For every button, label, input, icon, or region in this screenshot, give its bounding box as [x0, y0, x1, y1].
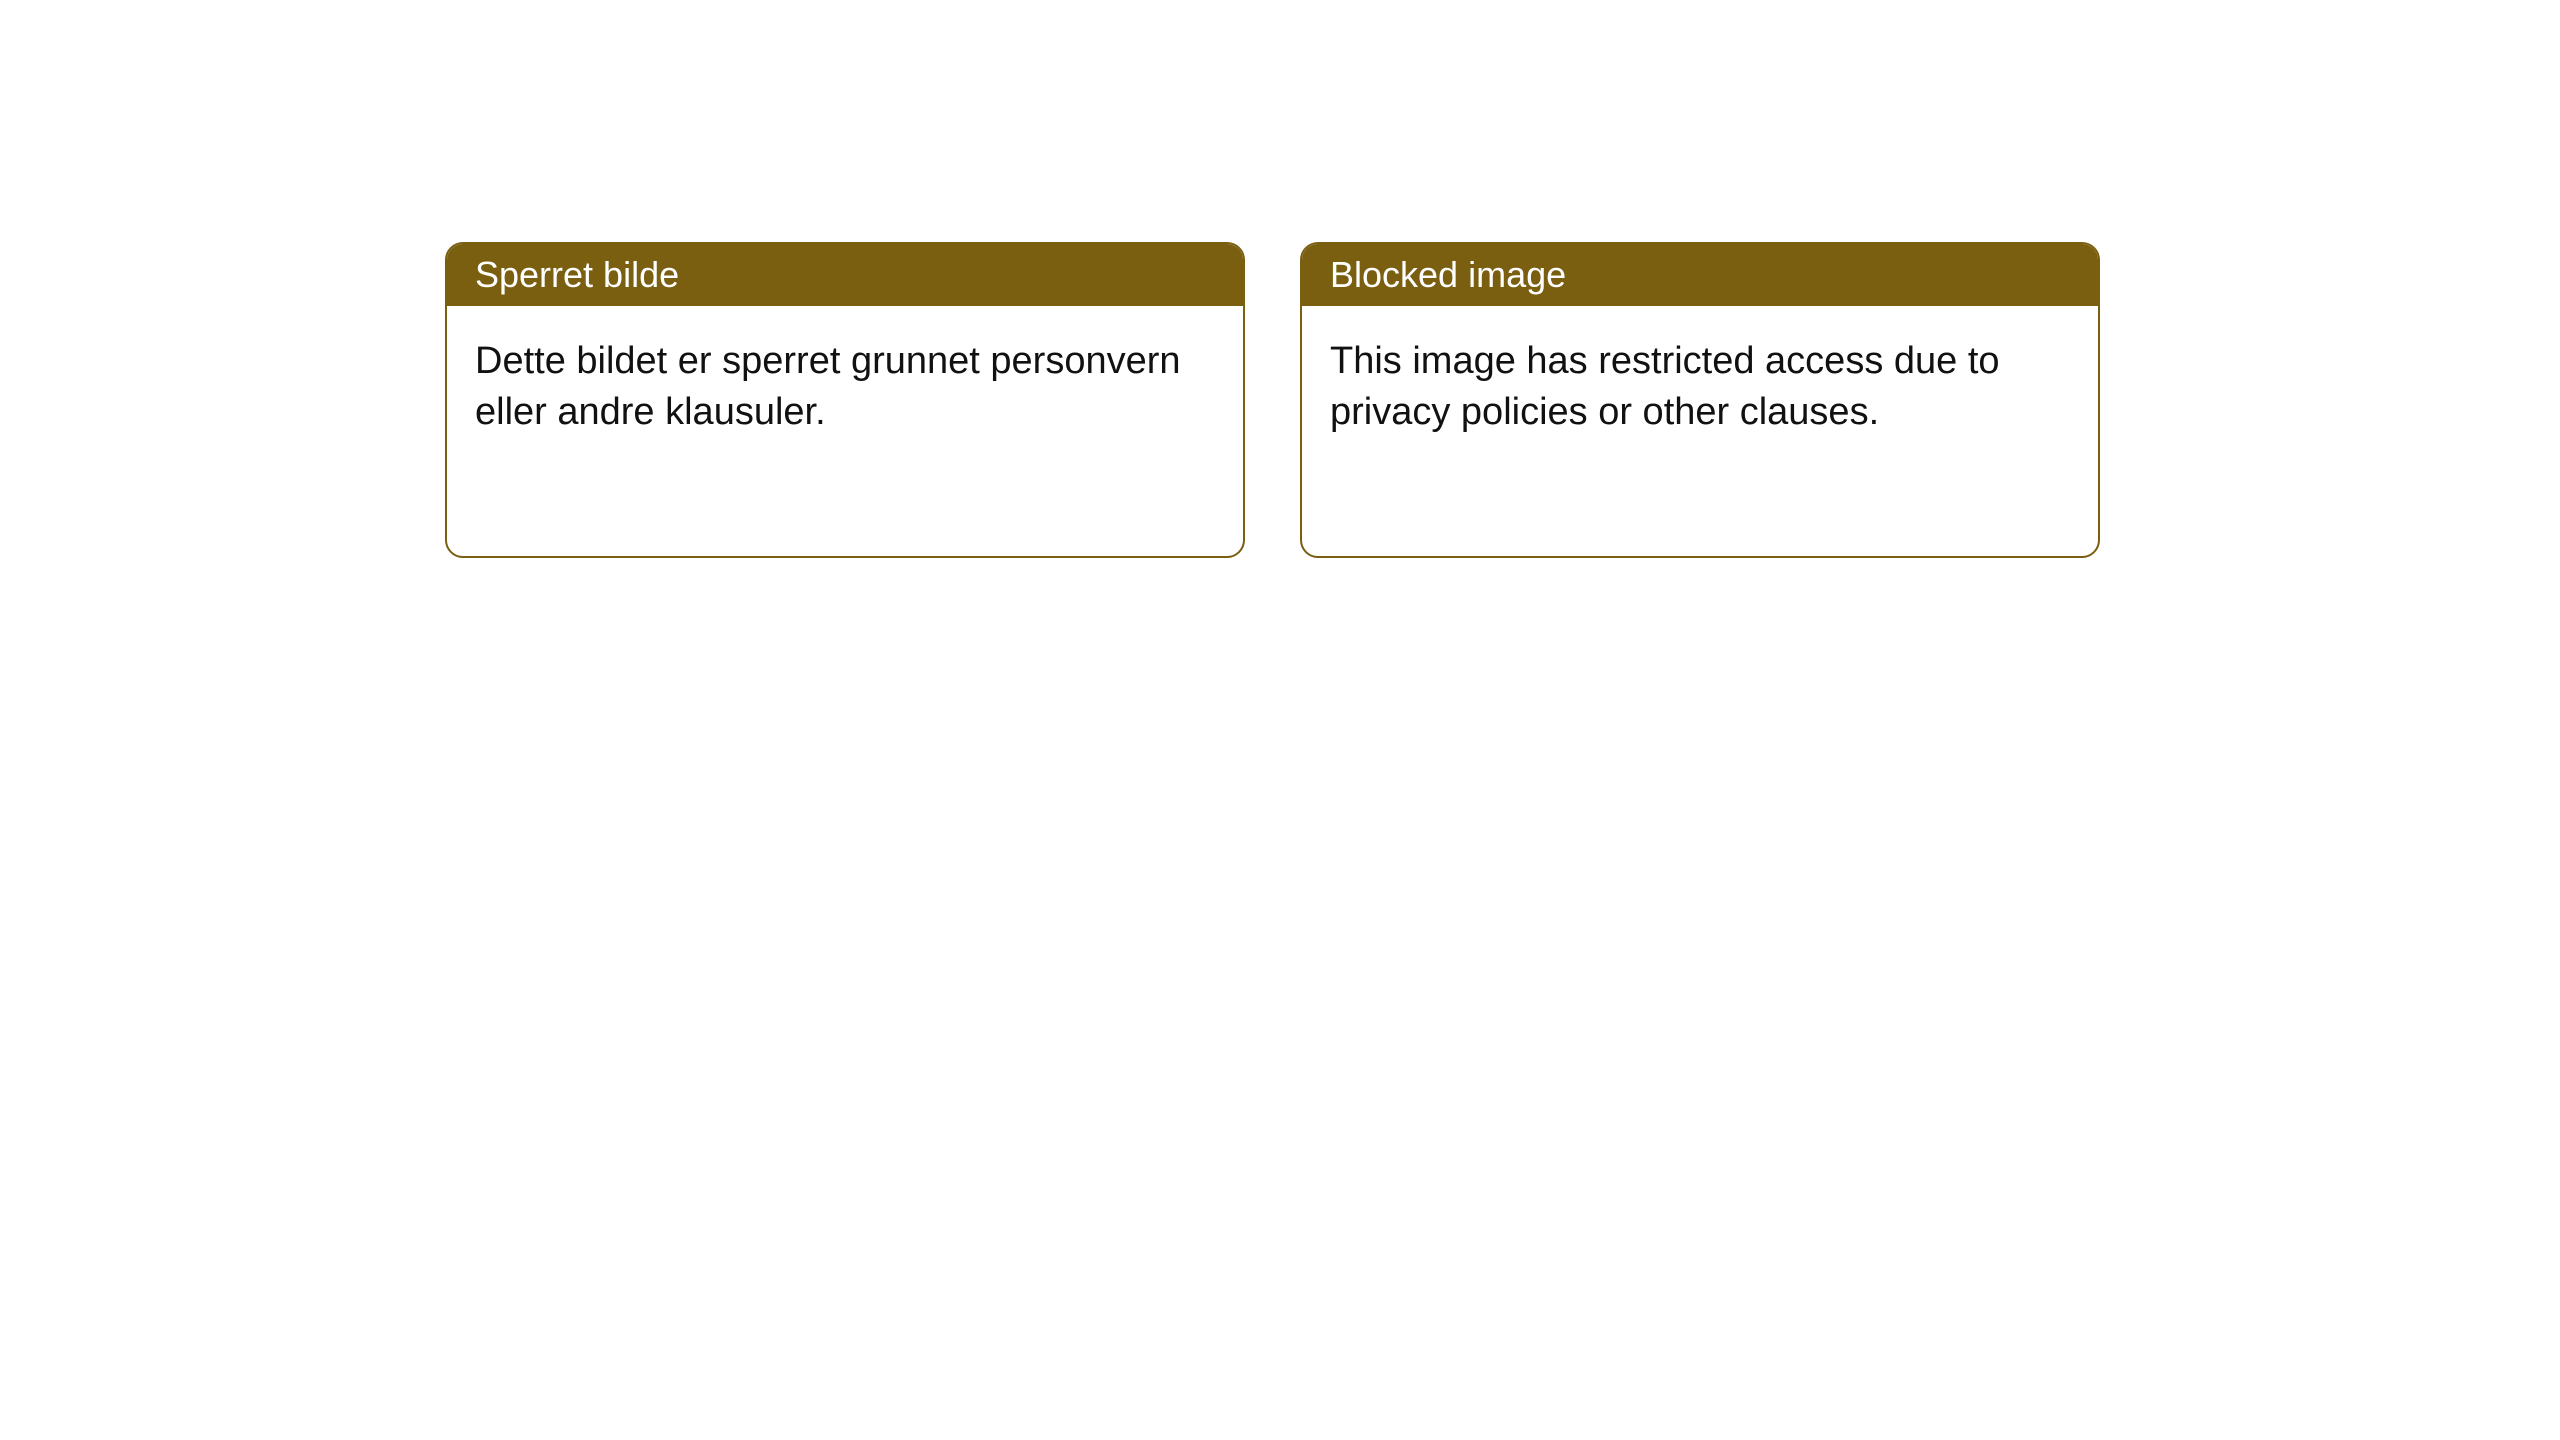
- notice-card-norwegian: Sperret bilde Dette bildet er sperret gr…: [445, 242, 1245, 558]
- notice-container: Sperret bilde Dette bildet er sperret gr…: [445, 242, 2100, 558]
- notice-header: Blocked image: [1302, 244, 2098, 306]
- notice-header: Sperret bilde: [447, 244, 1243, 306]
- notice-body: This image has restricted access due to …: [1302, 306, 2098, 556]
- notice-body: Dette bildet er sperret grunnet personve…: [447, 306, 1243, 556]
- notice-card-english: Blocked image This image has restricted …: [1300, 242, 2100, 558]
